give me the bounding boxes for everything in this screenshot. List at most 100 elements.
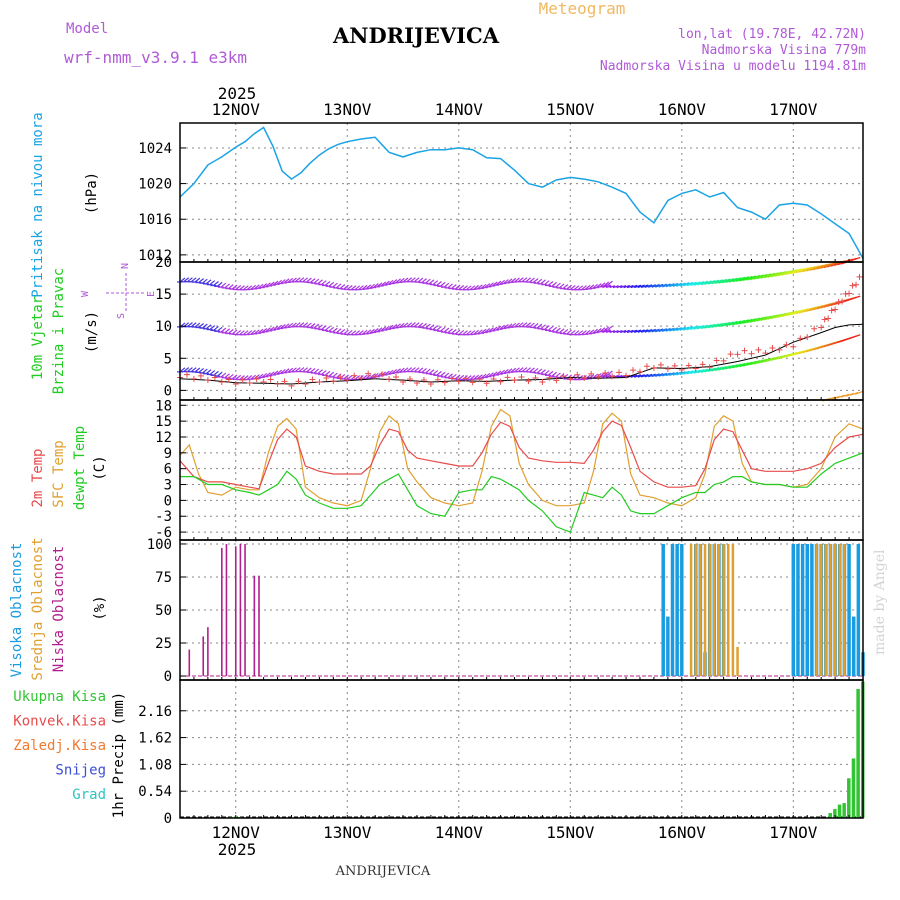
wind-barb — [294, 322, 301, 328]
wind-barb — [655, 373, 664, 377]
wind-barb — [313, 368, 320, 374]
wind-gust-marker — [828, 307, 835, 314]
wind-barb — [686, 369, 697, 375]
wind-gust-marker — [643, 363, 650, 370]
wind-gust-marker — [595, 373, 602, 380]
temp-title-sfc: SFC Temp — [51, 440, 67, 507]
wind-barb — [231, 329, 238, 335]
wind-barb — [517, 322, 524, 328]
y-tick-label: 50 — [155, 603, 172, 619]
wind-barb — [536, 323, 543, 329]
mid-cloud-bar — [713, 543, 716, 677]
wind-barb — [607, 280, 613, 286]
wind-barb — [406, 322, 413, 328]
wind-barb — [630, 284, 638, 289]
wind-gust-marker — [469, 379, 476, 386]
mid-cloud-bar — [717, 543, 721, 677]
wind-gust-marker — [581, 374, 588, 381]
wind-barb — [644, 373, 653, 378]
wind-gust-marker — [821, 316, 828, 323]
wind-gust-marker — [288, 382, 295, 389]
wind-barb — [679, 326, 690, 331]
wind-barb — [679, 282, 690, 287]
wind-barb — [529, 277, 535, 283]
wind-barb — [676, 282, 686, 287]
wind-barb — [728, 320, 742, 326]
wind-barb — [637, 374, 645, 378]
wind-gust-marker — [225, 376, 232, 383]
wind-barb — [413, 277, 420, 283]
wind-barb — [231, 284, 238, 290]
wind-barb — [562, 284, 569, 290]
wind-barb — [683, 370, 694, 375]
day-label-top: 13NOV — [323, 100, 372, 119]
wind-barb — [339, 284, 346, 290]
wind-barb — [443, 282, 450, 288]
wind-barb — [517, 277, 524, 283]
wind-barb — [693, 325, 705, 330]
wind-barb — [421, 278, 427, 284]
wind-gust-marker — [539, 379, 546, 386]
wind-gust-marker — [602, 370, 609, 377]
wind-barb — [630, 374, 638, 378]
wind-gust-marker — [434, 376, 441, 383]
wind-barb — [714, 365, 727, 372]
footer-title: ANDRIJEVICA — [335, 864, 431, 879]
wind-barb — [633, 374, 642, 378]
wind-barb — [216, 371, 223, 377]
high-cloud-bar — [800, 543, 805, 677]
wind-gust-marker — [741, 347, 748, 354]
wind-barb — [640, 373, 649, 378]
high-cloud-bar — [796, 543, 800, 677]
wind-barb — [328, 371, 335, 377]
wind-barb — [619, 329, 627, 334]
wind-barb — [410, 277, 416, 283]
wind-barb — [213, 281, 219, 286]
wind-barb — [216, 281, 223, 287]
wind-barb — [640, 329, 649, 333]
wind-barb — [205, 369, 212, 375]
wind-barb — [551, 326, 558, 332]
wind-barb — [417, 277, 424, 283]
wind-barb — [458, 285, 465, 290]
wind-barb — [626, 329, 634, 334]
wind-gust-marker — [309, 376, 316, 383]
meteogram-subtitle: Meteogram — [539, 0, 626, 18]
wind-barb — [607, 370, 613, 376]
wind-barb — [187, 277, 193, 283]
wind-barb — [302, 322, 309, 328]
wind-barb — [216, 326, 223, 332]
wind-barb — [194, 367, 201, 373]
wind-barb — [658, 328, 668, 333]
wind-gust-marker — [274, 380, 281, 387]
wind-barb — [309, 323, 316, 328]
wind-gust-marker — [839, 298, 846, 305]
wind-barb — [343, 284, 349, 290]
wind-barb — [612, 285, 619, 289]
wind-barb — [239, 285, 245, 291]
wind-gust-marker — [406, 375, 413, 382]
temp-title-2m: 2m Temp — [30, 448, 46, 507]
low-cloud-bar — [221, 547, 223, 677]
wind-gust-marker — [358, 375, 365, 382]
temp-title-dewpt: dewpt Temp — [72, 426, 88, 510]
wind-barb — [529, 322, 535, 328]
wind-barb — [616, 329, 623, 334]
wind-barb — [462, 330, 468, 336]
wind-barb — [294, 277, 301, 283]
wind-barb — [410, 367, 416, 373]
high-cloud-bar — [847, 543, 851, 677]
day-label-top: 15NOV — [546, 100, 595, 119]
wind-barb — [328, 281, 335, 287]
wind-title-line1: 10m Vjetar — [30, 296, 46, 380]
wind-barb — [187, 367, 193, 373]
wind-barb — [850, 391, 859, 396]
wind-barb — [704, 279, 716, 285]
mid-cloud-bar — [731, 543, 735, 677]
wind-barb — [602, 285, 608, 289]
precip-ylabel: 1hr Precip (mm) — [111, 692, 127, 818]
wind-gust-marker — [504, 374, 511, 381]
wind-barb — [700, 280, 712, 286]
wind-barb — [616, 285, 623, 289]
